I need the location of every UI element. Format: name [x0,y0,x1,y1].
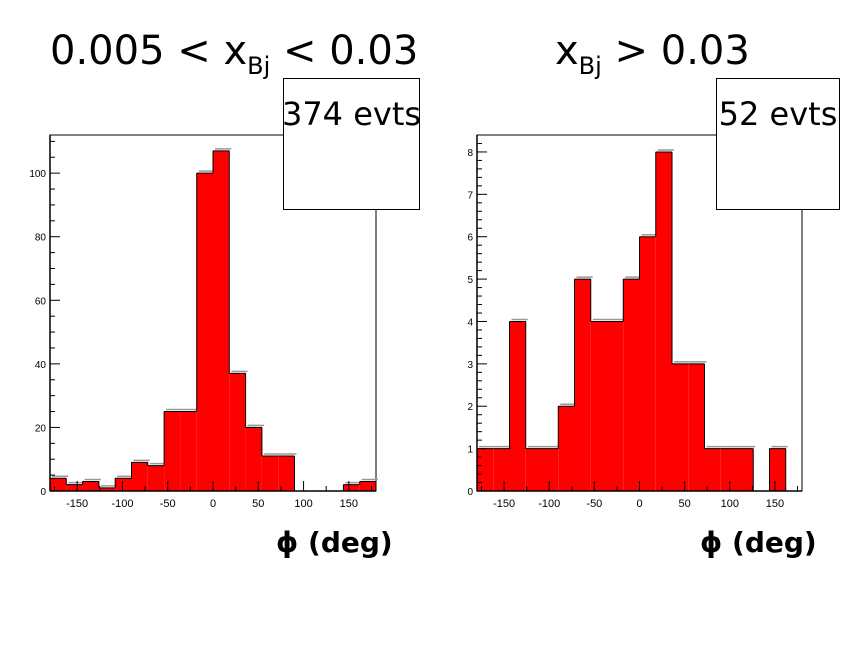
y-tick-label: 60 [35,296,47,307]
x-tick-label: 0 [210,498,216,510]
histogram-bin [278,456,295,491]
histogram-bin [769,448,786,491]
x-axis-label-right: ϕ (deg) [700,526,817,559]
histogram-bin [558,406,575,491]
histogram-bin [196,173,213,491]
x-tick-label: 150 [766,498,784,510]
histogram-bin [477,448,494,491]
histogram-bin [359,481,376,491]
chart-title-left: 0.005 < xBj < 0.03 [50,28,419,80]
x-tick-label: -100 [111,498,133,510]
y-tick-label: 7 [467,190,473,201]
histogram-bin [229,373,246,491]
histogram-bin [720,448,737,491]
histogram-bin [704,448,721,491]
x-tick-label: 100 [294,498,312,510]
histogram-bin [131,462,148,491]
y-tick-label: 0 [40,487,46,498]
y-tick-label: 8 [467,148,473,159]
histogram-bin [115,478,132,491]
event-count-box-left: 374 evts [282,78,421,210]
histogram-bin [607,321,624,491]
histogram-bin [688,363,705,491]
histogram-bin [245,427,262,491]
x-tick-label: -150 [493,498,515,510]
histogram-bin [98,487,116,491]
y-tick-label: 20 [35,423,47,434]
y-tick-label: 100 [29,169,46,180]
y-tick-label: 6 [467,233,473,244]
x-tick-label: 100 [721,498,739,510]
histogram-bin [50,478,67,491]
histogram-bin [509,321,526,491]
x-axis-label-left: ϕ (deg) [276,526,393,559]
histogram-bin [737,448,754,491]
histogram-bin [655,151,672,491]
histogram-bin [542,448,559,491]
x-tick-label: -150 [66,498,88,510]
histogram-bin [623,279,640,491]
y-tick-label: 1 [467,445,473,456]
x-tick-label: 150 [340,498,358,510]
histogram-bin [525,448,542,491]
histogram-bin [66,484,83,491]
histogram-bin [574,279,591,491]
histogram-bin [213,150,230,491]
histogram-bin [672,363,689,491]
y-tick-label: 80 [35,233,47,244]
histogram-bin [343,484,360,491]
x-tick-label: -100 [538,498,560,510]
histogram-bin [82,481,99,491]
y-tick-label: 2 [467,402,473,413]
x-tick-label: -50 [586,498,602,510]
chart-title-right: xBj > 0.03 [555,28,750,80]
y-tick-label: 0 [467,487,473,498]
histogram-bin [180,411,197,491]
histogram-bin [639,236,656,491]
histogram-bin [590,321,607,491]
x-tick-label: 0 [636,498,642,510]
y-tick-label: 5 [467,275,473,286]
y-tick-label: 40 [35,360,47,371]
y-tick-label: 3 [467,360,473,371]
y-tick-label: 4 [467,317,473,328]
x-tick-label: 50 [679,498,691,510]
event-count-box-right: 52 evts [716,78,840,210]
histogram-bin [261,456,279,491]
histogram-bin [147,465,165,491]
x-tick-label: -50 [160,498,176,510]
histogram-bin [493,448,510,491]
histogram-bin [164,411,181,491]
x-tick-label: 50 [252,498,264,510]
